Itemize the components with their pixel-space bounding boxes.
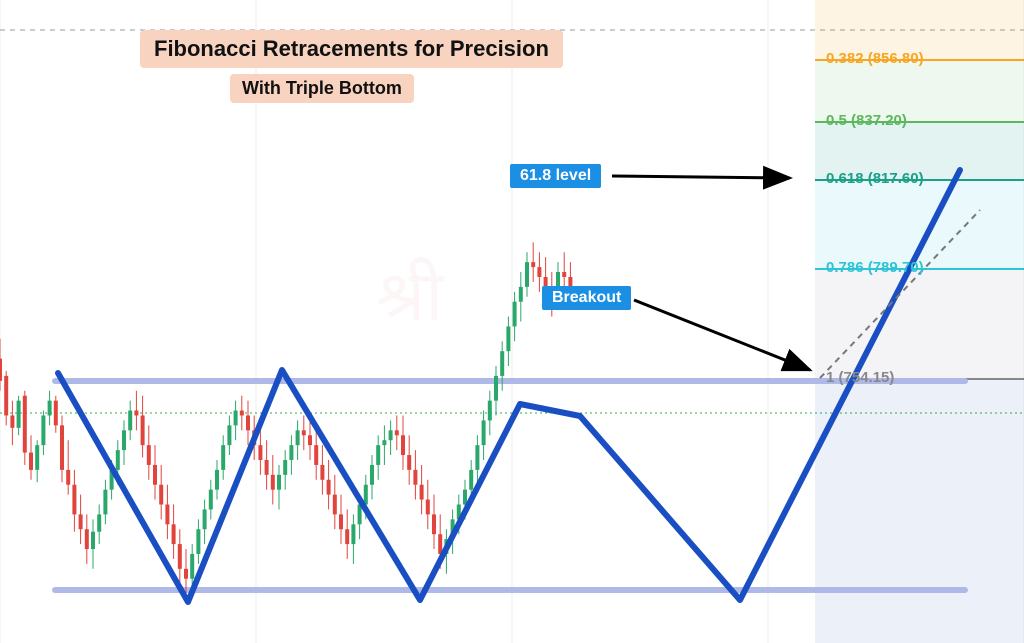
candle-body xyxy=(389,430,393,440)
fib-zone xyxy=(815,379,1024,643)
candle-body xyxy=(41,415,45,445)
candle-body xyxy=(345,529,349,544)
candle-body xyxy=(196,529,200,554)
candle-body xyxy=(314,445,318,465)
title-main: Fibonacci Retracements for Precision xyxy=(140,30,563,68)
candle-body xyxy=(0,359,2,381)
candle-body xyxy=(537,267,541,277)
candle-body xyxy=(85,529,89,549)
candle-body xyxy=(500,351,504,376)
candle-body xyxy=(234,411,238,426)
candle-body xyxy=(413,470,417,485)
candle-body xyxy=(17,401,21,428)
candle-body xyxy=(172,524,176,544)
candle-body xyxy=(246,415,250,430)
candle-body xyxy=(277,475,281,490)
candle-body xyxy=(296,430,300,445)
candle-body xyxy=(48,401,52,416)
candle-body xyxy=(79,514,83,529)
candle-body xyxy=(339,514,343,529)
candle-body xyxy=(116,450,120,470)
candle-body xyxy=(54,401,58,426)
candle-body xyxy=(209,490,213,510)
candle-body xyxy=(35,445,39,470)
candle-body xyxy=(203,509,207,529)
candle-body xyxy=(376,445,380,465)
candle-body xyxy=(122,430,126,450)
candle-body xyxy=(407,455,411,470)
candle-body xyxy=(258,445,262,460)
candle-body xyxy=(240,411,244,416)
candle-body xyxy=(165,505,169,525)
candle-body xyxy=(531,262,535,267)
candle-body xyxy=(302,430,306,435)
candle-body xyxy=(97,514,101,531)
fib-zone xyxy=(815,269,1024,379)
fib-label: 0.382 (856.80) xyxy=(826,50,924,67)
candle-body xyxy=(60,425,64,470)
candle-body xyxy=(128,411,132,431)
candle-body xyxy=(153,465,157,485)
candle-body xyxy=(215,470,219,490)
candle-body xyxy=(395,430,399,435)
candle-body xyxy=(401,435,405,455)
candle-body xyxy=(271,475,275,490)
candle-body xyxy=(134,411,138,416)
title-sub: With Triple Bottom xyxy=(230,74,414,103)
candle-body xyxy=(283,460,287,475)
fib-label: 0.5 (837.20) xyxy=(826,112,907,129)
candle-body xyxy=(147,445,151,465)
candle-body xyxy=(23,396,27,453)
candle-body xyxy=(469,470,473,490)
fib-label: 0.618 (817.60) xyxy=(826,170,924,187)
candle-body xyxy=(227,425,231,445)
candle-body xyxy=(420,485,424,500)
candle-body xyxy=(475,445,479,470)
candle-body xyxy=(221,445,225,470)
candle-body xyxy=(141,415,145,445)
candle-body xyxy=(184,569,188,579)
fib-label: 0.786 (789.70) xyxy=(826,259,924,276)
candle-body xyxy=(482,420,486,445)
candle-body xyxy=(72,485,76,515)
candle-body xyxy=(178,544,182,569)
candle-body xyxy=(370,465,374,485)
candle-body xyxy=(488,401,492,421)
candle-body xyxy=(351,524,355,544)
candle-body xyxy=(103,490,107,515)
candle-body xyxy=(265,460,269,475)
annotation-arrow xyxy=(612,176,790,178)
candle-body xyxy=(519,287,523,302)
candle-body xyxy=(426,500,430,515)
candle-body xyxy=(494,376,498,401)
candle-body xyxy=(382,440,386,445)
candle-body xyxy=(159,485,163,505)
candle-body xyxy=(513,302,517,327)
candle-body xyxy=(4,376,8,416)
candle-body xyxy=(562,272,566,277)
candle-body xyxy=(320,465,324,480)
candle-body xyxy=(438,534,442,554)
candle-body xyxy=(289,445,293,460)
candle-body xyxy=(308,435,312,445)
candle-body xyxy=(333,495,337,515)
candle-body xyxy=(190,554,194,579)
candle-body xyxy=(29,453,33,470)
candle-body xyxy=(91,532,95,549)
candle-body xyxy=(463,490,467,505)
fib-label: 1 (754.15) xyxy=(826,369,894,386)
badge-618-level: 61.8 level xyxy=(510,164,601,188)
candle-body xyxy=(432,514,436,534)
badge-breakout: Breakout xyxy=(542,286,631,310)
annotation-arrow xyxy=(634,300,810,370)
candle-body xyxy=(66,470,70,485)
candle-body xyxy=(506,326,510,351)
watermark: श्री xyxy=(376,245,444,341)
candle-body xyxy=(10,415,14,427)
candle-body xyxy=(525,262,529,287)
candle-body xyxy=(327,480,331,495)
chart-canvas[interactable] xyxy=(0,0,1024,643)
